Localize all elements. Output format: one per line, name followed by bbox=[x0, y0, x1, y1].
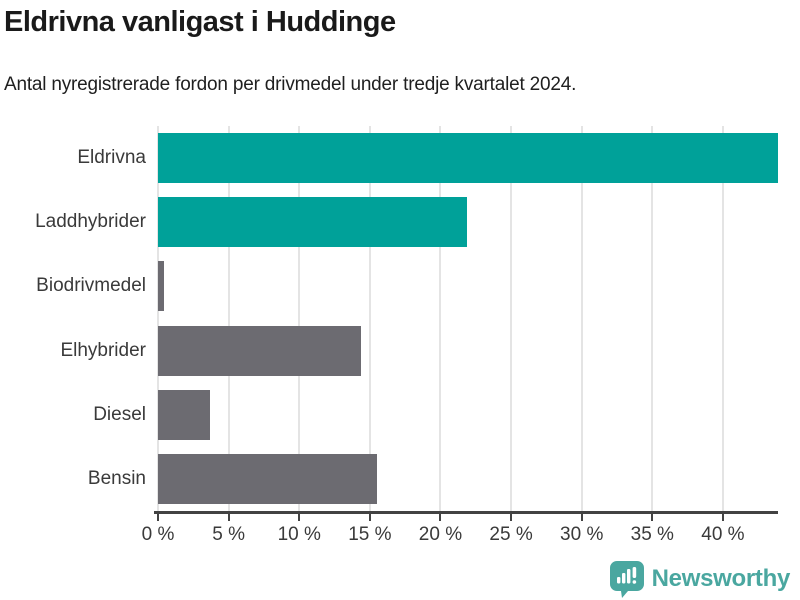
category-label: Biodrivmedel bbox=[36, 275, 146, 297]
x-axis-tick-label: 5 % bbox=[212, 524, 245, 545]
x-axis-tick-label: 20 % bbox=[418, 524, 463, 545]
gridline bbox=[368, 126, 371, 511]
x-axis-tick-label: 35 % bbox=[630, 524, 674, 545]
bar-elhybrider bbox=[158, 325, 362, 376]
category-label: Elhybrider bbox=[60, 339, 146, 361]
x-axis-tick-label: 0 % bbox=[141, 524, 175, 545]
gridline bbox=[157, 126, 159, 511]
gridline bbox=[227, 126, 230, 511]
gridline bbox=[580, 126, 583, 511]
x-axis-tick-label: 30 % bbox=[560, 524, 604, 545]
bar-bensin bbox=[158, 453, 377, 504]
x-axis-tick bbox=[580, 514, 583, 521]
category-label: Eldrivna bbox=[77, 147, 146, 169]
x-axis-tick bbox=[368, 514, 371, 521]
brand-name: Newsworthy bbox=[651, 565, 791, 592]
category-label: Laddhybrider bbox=[35, 211, 146, 233]
gridline bbox=[510, 126, 513, 511]
chart-title: Eldrivna vanligast i Huddinge bbox=[4, 6, 396, 38]
x-axis-tick-label: 10 % bbox=[277, 524, 321, 545]
bar-laddhybrider bbox=[158, 197, 468, 248]
x-axis-tick-label: 40 % bbox=[701, 524, 745, 545]
gridline bbox=[439, 126, 442, 511]
newsworthy-logo-icon bbox=[609, 561, 644, 598]
x-axis-tick bbox=[298, 514, 301, 521]
gridline bbox=[721, 126, 724, 511]
x-axis-line bbox=[154, 511, 778, 514]
chart-subtitle: Antal nyregistrerade fordon per drivmede… bbox=[4, 74, 577, 95]
category-label: Diesel bbox=[93, 403, 146, 425]
bar-biodrivmedel bbox=[158, 261, 164, 312]
category-label: Bensin bbox=[87, 467, 146, 489]
bar-diesel bbox=[158, 389, 211, 440]
x-axis-tick bbox=[227, 514, 230, 521]
x-axis-tick bbox=[157, 514, 159, 521]
x-axis-tick bbox=[651, 514, 654, 521]
x-axis-tick-label: 15 % bbox=[348, 524, 392, 545]
x-axis-tick bbox=[439, 514, 442, 521]
gridline bbox=[651, 126, 654, 511]
bar-eldrivna bbox=[158, 133, 778, 184]
x-axis-tick bbox=[510, 514, 513, 521]
x-axis-tick bbox=[721, 514, 724, 521]
x-axis-tick-label: 25 % bbox=[489, 524, 533, 545]
gridline bbox=[298, 126, 301, 511]
brand-footer: Newsworthy bbox=[609, 561, 791, 598]
